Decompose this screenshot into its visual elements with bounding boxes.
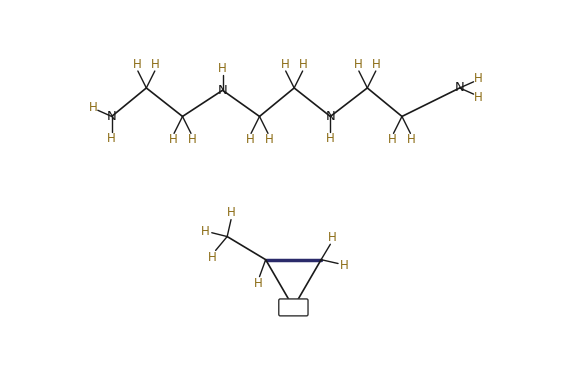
Text: H: H: [188, 133, 196, 146]
Text: H: H: [207, 251, 216, 264]
Text: H: H: [281, 59, 289, 71]
Text: H: H: [227, 206, 236, 219]
Text: H: H: [201, 225, 210, 238]
Text: H: H: [326, 131, 335, 144]
Text: N: N: [107, 110, 117, 123]
Text: H: H: [328, 231, 337, 244]
Text: H: H: [474, 91, 482, 104]
Text: H: H: [264, 133, 273, 146]
Text: Als: Als: [285, 301, 302, 314]
Text: N: N: [217, 84, 227, 97]
Text: H: H: [151, 59, 160, 71]
Text: H: H: [254, 277, 263, 290]
Text: H: H: [372, 59, 381, 71]
Text: N: N: [325, 110, 335, 123]
FancyBboxPatch shape: [279, 299, 308, 316]
Text: H: H: [89, 101, 98, 114]
Text: H: H: [169, 133, 178, 146]
Text: H: H: [389, 133, 397, 146]
Text: H: H: [354, 59, 363, 71]
Text: H: H: [246, 133, 255, 146]
Text: H: H: [299, 59, 308, 71]
Text: H: H: [474, 72, 482, 85]
Text: N: N: [455, 81, 465, 95]
Text: H: H: [407, 133, 415, 146]
Text: H: H: [340, 258, 349, 272]
Text: H: H: [107, 131, 116, 144]
Text: H: H: [132, 59, 141, 71]
Text: H: H: [218, 62, 227, 75]
